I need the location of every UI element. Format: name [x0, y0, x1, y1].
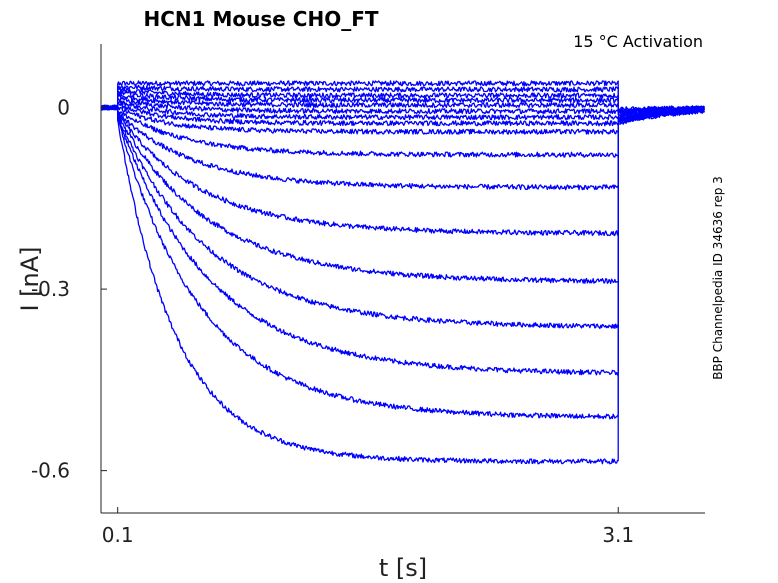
- current-trace-6: [100, 96, 705, 117]
- current-trace-12: [100, 105, 705, 237]
- current-trace-14: [100, 104, 705, 330]
- current-trace-1: [100, 80, 705, 112]
- current-trace-13: [100, 104, 705, 285]
- y-tick-label: -0.3: [31, 277, 70, 301]
- y-ticks: 0 -0.3 -0.6: [31, 96, 107, 483]
- y-tick-label: 0: [57, 96, 70, 120]
- current-trace-2: [100, 84, 705, 113]
- current-trace-7: [100, 99, 705, 121]
- y-tick-label: -0.6: [31, 459, 70, 483]
- current-trace-10: [100, 104, 705, 158]
- current-trace-4: [100, 90, 705, 115]
- current-trace-15: [100, 104, 705, 376]
- chart-title: HCN1 Mouse CHO_FT: [143, 7, 378, 31]
- plot-area: [100, 80, 705, 465]
- current-trace-17: [100, 106, 705, 465]
- current-trace-5: [100, 93, 705, 116]
- x-ticks: 0.1 3.1: [102, 507, 634, 547]
- condition-annotation: 15 °C Activation: [573, 32, 703, 51]
- x-tick-label: 3.1: [602, 523, 634, 547]
- current-trace-9: [100, 104, 705, 135]
- x-tick-label: 0.1: [102, 523, 134, 547]
- current-trace-11: [100, 105, 705, 191]
- current-trace-3: [101, 86, 705, 114]
- x-axis-label: t [s]: [379, 554, 427, 582]
- current-trace-16: [100, 105, 705, 420]
- channelpedia-id-label: BBP Channelpedia ID 34636 rep 3: [711, 176, 725, 380]
- current-trace-8: [100, 101, 705, 127]
- y-axis-label: I [nA]: [16, 246, 44, 311]
